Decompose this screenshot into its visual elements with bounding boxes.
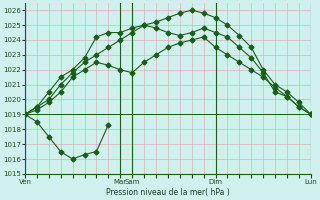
- X-axis label: Pression niveau de la mer( hPa ): Pression niveau de la mer( hPa ): [106, 188, 230, 197]
